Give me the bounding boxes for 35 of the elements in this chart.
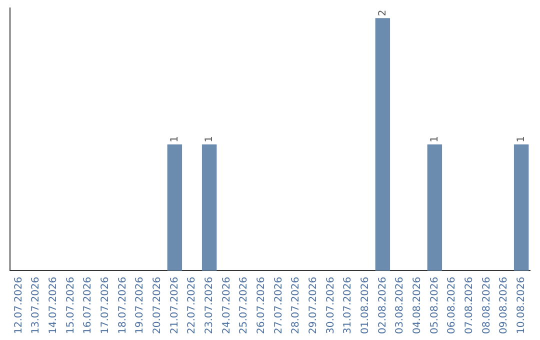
x-tick-label: 18.07.2026 <box>117 276 128 334</box>
x-tick-label: 25.07.2026 <box>238 276 250 334</box>
x-tick-label: 30.07.2026 <box>325 276 336 334</box>
x-tick-label: 13.07.2026 <box>30 276 42 334</box>
x-tick-label: 19.07.2026 <box>134 276 146 334</box>
x-tick-label: 16.07.2026 <box>82 276 94 334</box>
x-tick-label: 06.08.2026 <box>446 276 458 334</box>
x-tick-label: 02.08.2026 <box>377 276 388 334</box>
x-tick-label: 15.07.2026 <box>65 276 76 334</box>
x-tick-label: 20.07.2026 <box>152 276 163 334</box>
x-tick-label: 04.08.2026 <box>412 276 423 334</box>
data-label: 1 <box>169 136 180 142</box>
data-label: 2 <box>377 10 388 16</box>
x-tick-label: 21.07.2026 <box>169 276 180 334</box>
x-tick-label: 29.07.2026 <box>308 276 319 334</box>
x-tick-label: 22.07.2026 <box>186 276 198 334</box>
data-label: 1 <box>204 136 215 142</box>
x-tick-label: 27.07.2026 <box>273 276 284 334</box>
x-tick-label: 10.08.2026 <box>516 276 527 334</box>
x-tick-label: 09.08.2026 <box>498 276 510 334</box>
x-tick-label: 08.08.2026 <box>481 276 492 334</box>
x-tick-label: 24.07.2026 <box>221 276 232 334</box>
x-tick-label: 01.08.2026 <box>360 276 371 334</box>
x-tick-label: 14.07.2026 <box>48 276 59 334</box>
x-tick-label: 28.07.2026 <box>290 276 302 334</box>
data-label: 1 <box>516 136 527 142</box>
x-tick-label: 12.07.2026 <box>13 276 24 334</box>
x-tick-label: 17.07.2026 <box>100 276 111 334</box>
x-tick-label: 05.08.2026 <box>429 276 440 334</box>
x-tick-label: 07.08.2026 <box>464 276 475 334</box>
x-tick-label: 23.07.2026 <box>204 276 215 334</box>
x-tick-label: 03.08.2026 <box>394 276 406 334</box>
x-tick-label: 31.07.2026 <box>342 276 354 334</box>
x-tick-label: 26.07.2026 <box>256 276 267 334</box>
data-label: 1 <box>429 136 440 142</box>
